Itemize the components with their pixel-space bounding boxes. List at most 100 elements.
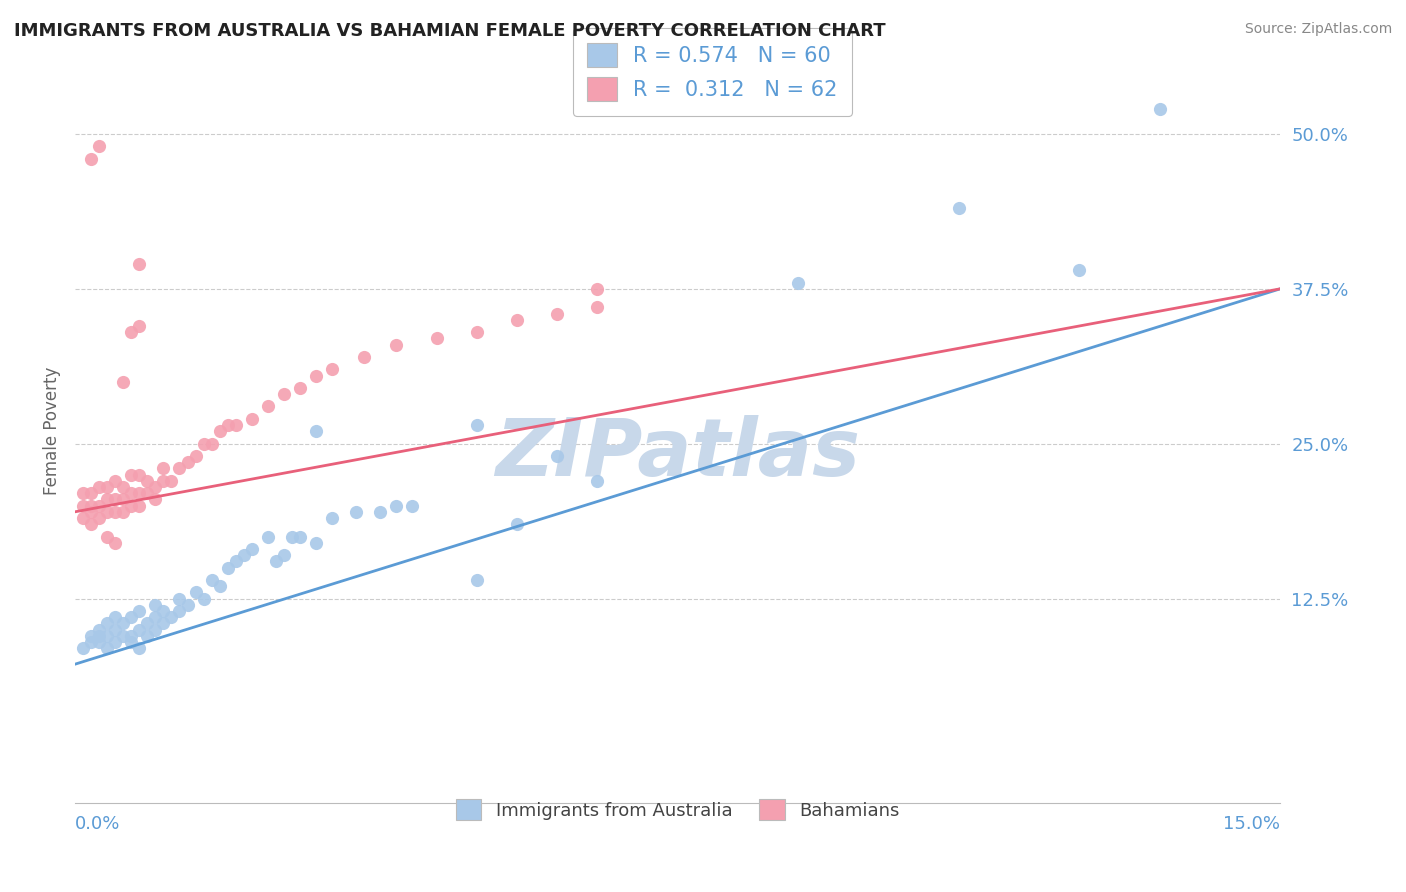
Point xyxy=(948,201,970,215)
Point xyxy=(112,480,135,494)
Point xyxy=(344,505,367,519)
Point xyxy=(232,548,254,562)
Point xyxy=(104,535,127,549)
Point xyxy=(128,623,150,637)
Point xyxy=(80,517,103,532)
Point xyxy=(87,511,110,525)
Point xyxy=(145,598,167,612)
Point xyxy=(257,530,280,544)
Point xyxy=(112,616,135,631)
Point xyxy=(120,467,142,482)
Point xyxy=(787,276,810,290)
Point xyxy=(546,449,568,463)
Point xyxy=(321,362,343,376)
Point xyxy=(546,307,568,321)
Point xyxy=(96,641,118,656)
Point xyxy=(506,312,529,326)
Legend: Immigrants from Australia, Bahamians: Immigrants from Australia, Bahamians xyxy=(446,789,910,831)
Point xyxy=(87,480,110,494)
Point xyxy=(136,629,159,643)
Point xyxy=(273,387,295,401)
Point xyxy=(465,573,488,587)
Point xyxy=(120,610,142,624)
Point xyxy=(288,530,311,544)
Point xyxy=(586,282,609,296)
Point xyxy=(96,505,118,519)
Point xyxy=(72,511,94,525)
Point xyxy=(208,579,231,593)
Point xyxy=(87,623,110,637)
Point xyxy=(217,560,239,574)
Point xyxy=(136,486,159,500)
Point xyxy=(80,152,103,166)
Point xyxy=(586,474,609,488)
Point xyxy=(176,598,198,612)
Point xyxy=(128,499,150,513)
Point xyxy=(80,486,103,500)
Point xyxy=(506,517,529,532)
Point xyxy=(136,616,159,631)
Point xyxy=(87,139,110,153)
Point xyxy=(80,505,103,519)
Point xyxy=(80,629,103,643)
Point xyxy=(128,467,150,482)
Point xyxy=(104,623,127,637)
Point xyxy=(152,474,174,488)
Point xyxy=(217,418,239,433)
Point xyxy=(370,505,392,519)
Point xyxy=(96,492,118,507)
Point xyxy=(184,449,207,463)
Point xyxy=(136,474,159,488)
Point xyxy=(128,641,150,656)
Point xyxy=(120,499,142,513)
Point xyxy=(225,418,247,433)
Point xyxy=(281,530,304,544)
Text: 0.0%: 0.0% xyxy=(75,815,121,833)
Point xyxy=(152,616,174,631)
Point xyxy=(87,499,110,513)
Point xyxy=(112,375,135,389)
Point xyxy=(128,604,150,618)
Point xyxy=(96,530,118,544)
Point xyxy=(401,499,423,513)
Point xyxy=(152,461,174,475)
Point xyxy=(201,436,224,450)
Point xyxy=(264,554,287,568)
Point xyxy=(305,424,328,438)
Point xyxy=(128,486,150,500)
Point xyxy=(80,499,103,513)
Point xyxy=(120,486,142,500)
Point xyxy=(305,535,328,549)
Point xyxy=(385,337,408,351)
Point xyxy=(305,368,328,383)
Point xyxy=(104,635,127,649)
Point xyxy=(96,480,118,494)
Point xyxy=(225,554,247,568)
Point xyxy=(176,455,198,469)
Point xyxy=(1149,102,1171,116)
Point xyxy=(208,424,231,438)
Point xyxy=(112,629,135,643)
Point xyxy=(257,400,280,414)
Point xyxy=(288,381,311,395)
Point xyxy=(87,635,110,649)
Point xyxy=(104,474,127,488)
Point xyxy=(169,461,191,475)
Point xyxy=(72,499,94,513)
Point xyxy=(104,492,127,507)
Point xyxy=(240,541,263,556)
Point xyxy=(193,591,215,606)
Point xyxy=(120,325,142,339)
Point xyxy=(201,573,224,587)
Point xyxy=(96,616,118,631)
Point xyxy=(240,412,263,426)
Point xyxy=(120,635,142,649)
Point xyxy=(273,548,295,562)
Point xyxy=(169,591,191,606)
Point xyxy=(586,301,609,315)
Point xyxy=(353,350,375,364)
Text: ZIPatlas: ZIPatlas xyxy=(495,415,860,492)
Point xyxy=(184,585,207,599)
Point xyxy=(112,505,135,519)
Point xyxy=(72,641,94,656)
